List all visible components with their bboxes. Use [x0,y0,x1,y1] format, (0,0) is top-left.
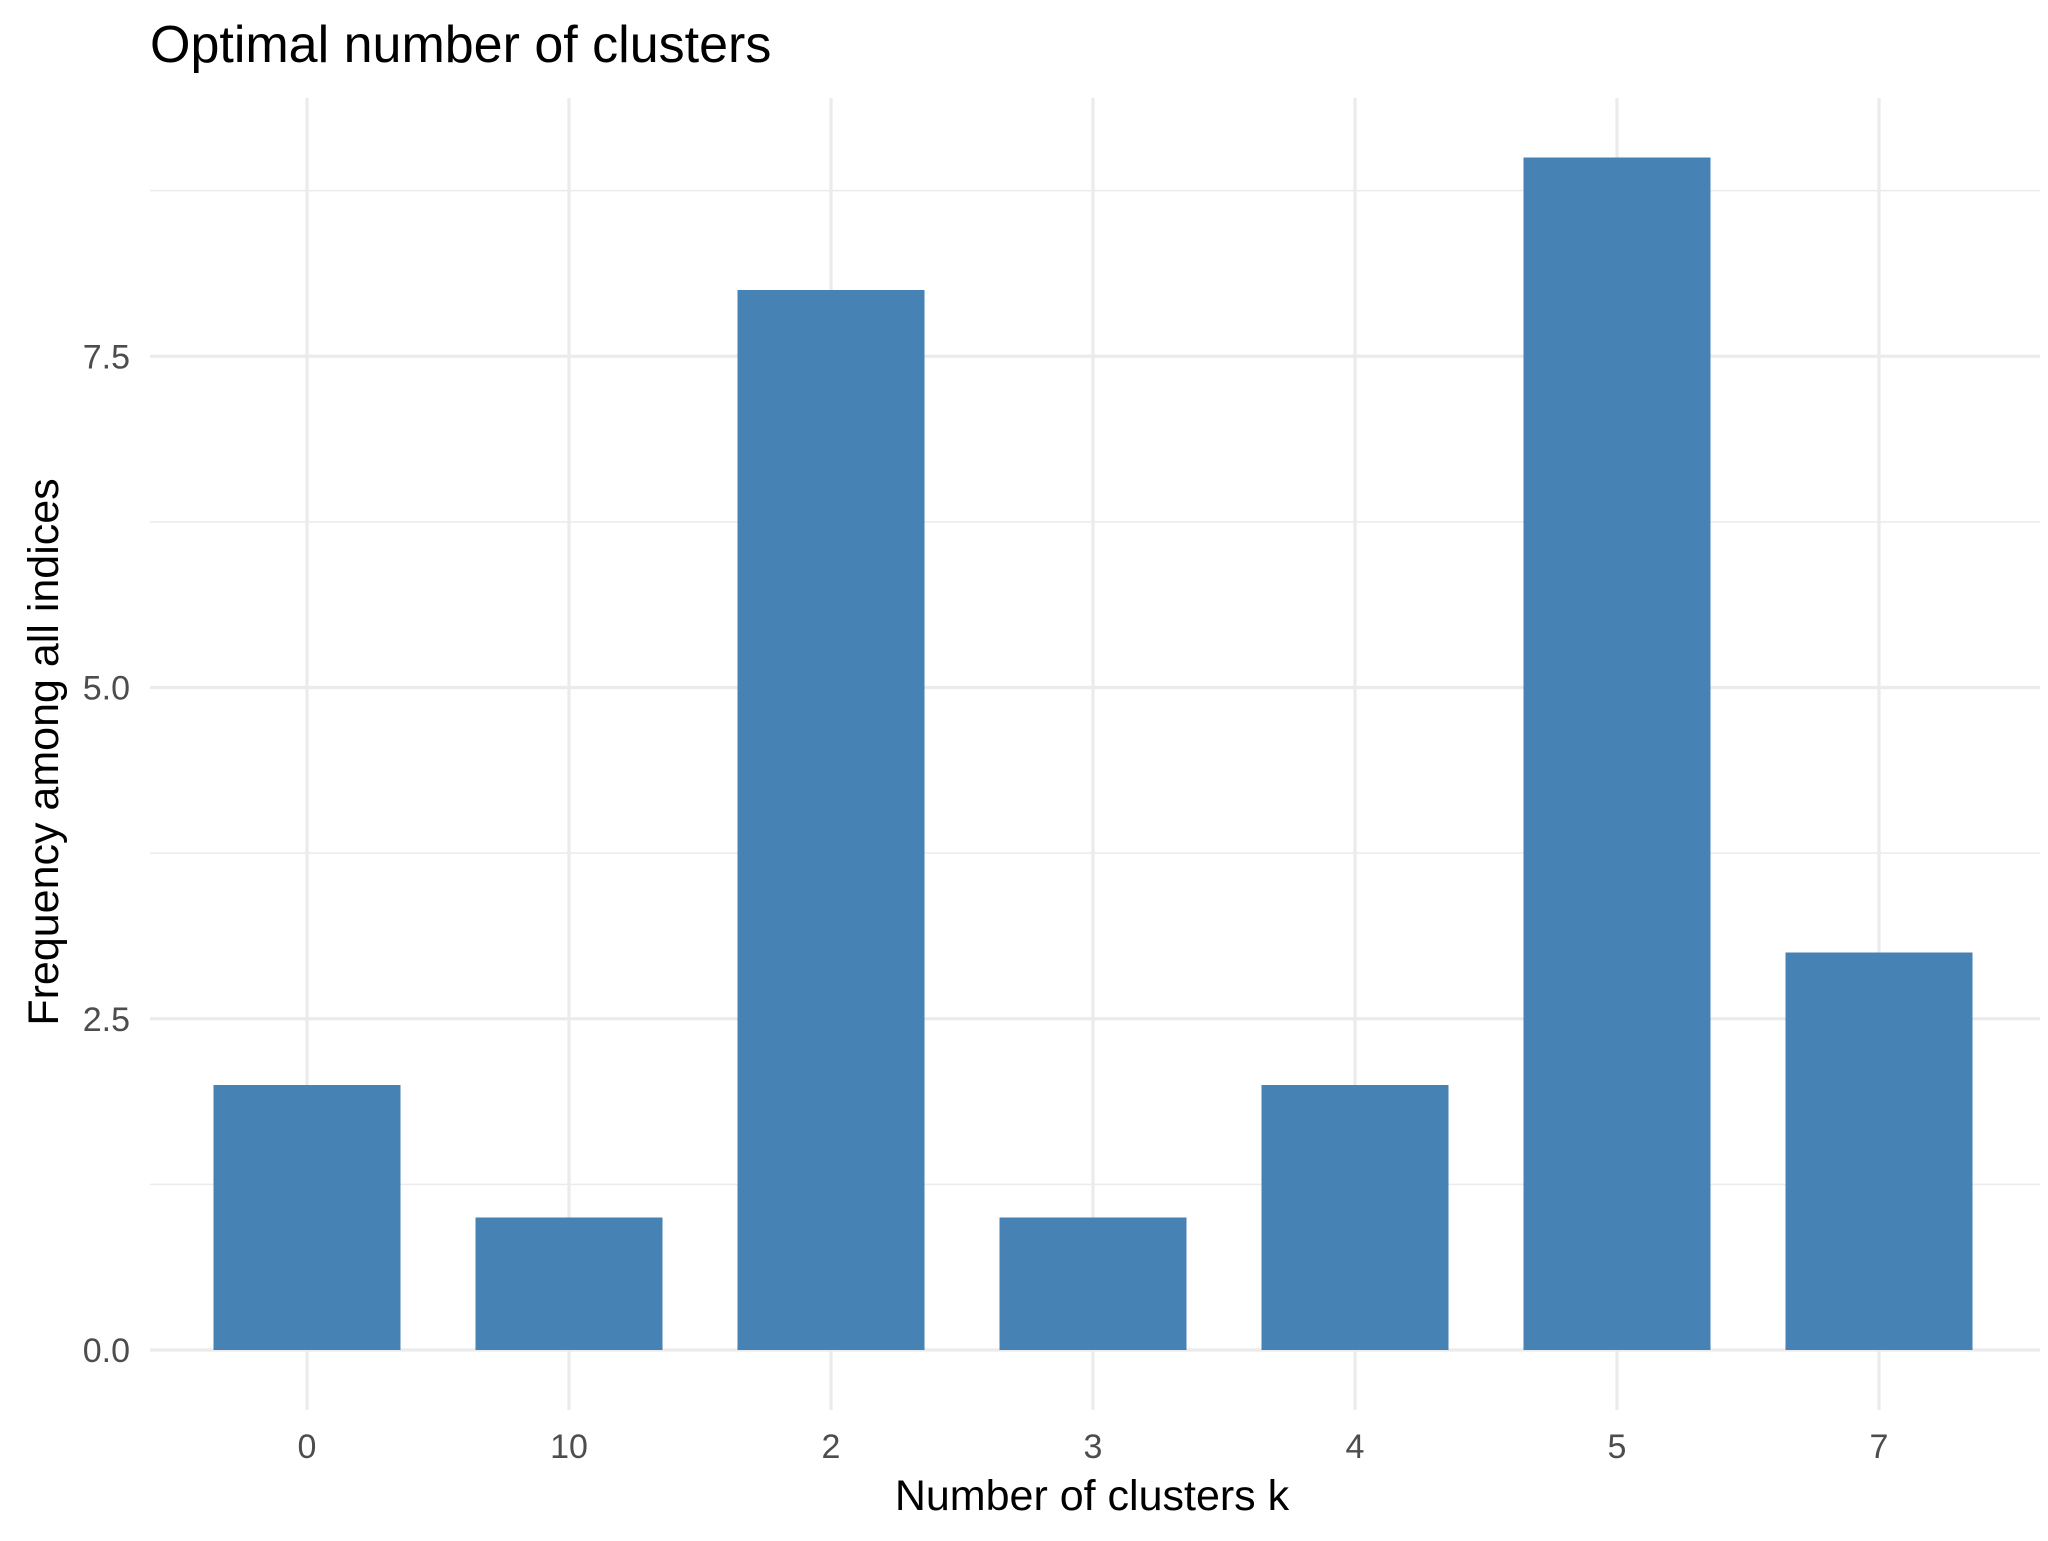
x-axis-ticks: 0 10 2 3 4 5 7 [298,1428,1889,1466]
y-tick-label: 0.0 [83,1332,130,1370]
x-tick-label: 5 [1608,1428,1627,1466]
bar-5 [1523,157,1711,1350]
x-tick-label: 7 [1870,1428,1889,1466]
y-axis-ticks: 0.0 2.5 5.0 7.5 [83,338,130,1370]
y-tick-label: 5.0 [83,670,130,708]
x-tick-label: 0 [298,1428,317,1466]
bar-7 [1785,952,1973,1350]
y-tick-label: 2.5 [83,1001,130,1039]
chart-title: Optimal number of clusters [150,16,771,74]
x-tick-label: 2 [822,1428,841,1466]
x-tick-label: 3 [1084,1428,1103,1466]
y-axis-title: Frequency among all indices [20,478,68,1025]
x-axis-title: Number of clusters k [895,1472,1290,1520]
x-tick-label: 4 [1346,1428,1365,1466]
x-tick-label: 10 [550,1428,588,1466]
y-tick-label: 7.5 [83,338,130,376]
bars [213,157,1973,1350]
bar-3 [999,1217,1187,1350]
bar-4 [1261,1085,1449,1350]
bar-10 [475,1217,663,1350]
bar-0 [213,1085,401,1350]
bar-2 [737,290,925,1350]
